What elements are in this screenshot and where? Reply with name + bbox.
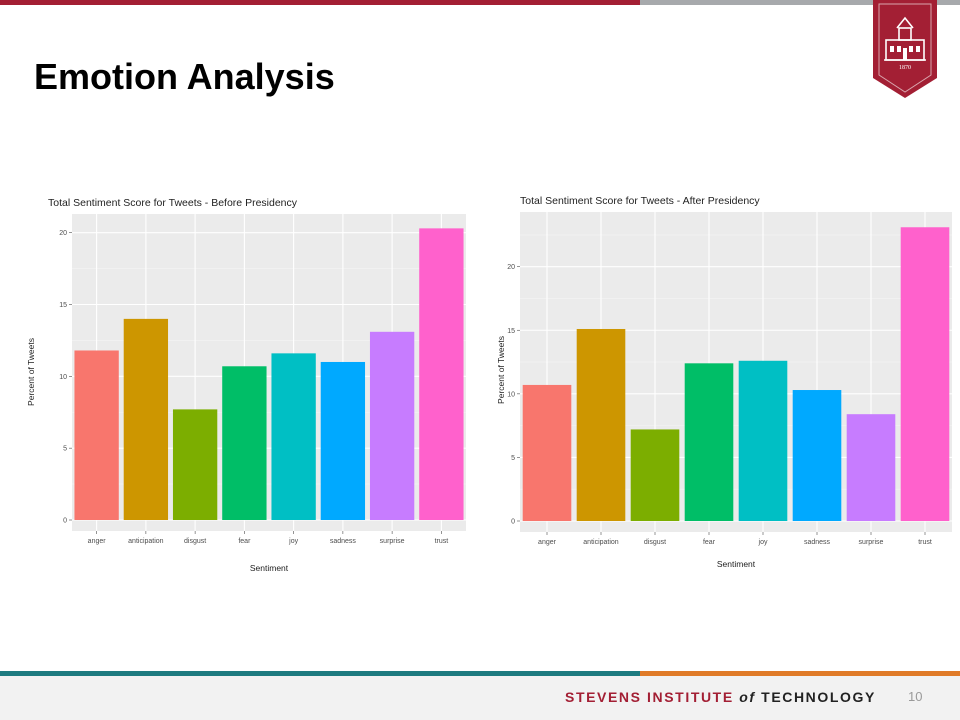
x-tick-label-trust: trust <box>918 539 932 546</box>
x-tick-label-sadness: sadness <box>804 539 831 546</box>
stevens-logo-badge: 1870 <box>873 0 937 100</box>
x-axis-title: Sentiment <box>250 563 289 573</box>
x-tick-label-anticipation: anticipation <box>583 539 619 546</box>
footer-accent-bar-teal <box>0 671 640 676</box>
y-tick-label: 15 <box>507 328 515 335</box>
x-axis-title: Sentiment <box>717 559 756 569</box>
svg-text:1870: 1870 <box>899 65 911 71</box>
bar-surprise <box>846 414 896 521</box>
slide-title: Emotion Analysis <box>34 56 335 97</box>
bar-anger <box>522 384 572 521</box>
x-tick-label-sadness: sadness <box>330 538 357 545</box>
stevens-seal-icon: 1870 <box>873 0 937 98</box>
page-number: 10 <box>908 689 923 704</box>
y-tick-label: 0 <box>511 519 515 526</box>
chart-after-presidency: Total Sentiment Score for Tweets - After… <box>496 190 956 580</box>
bar-sadness <box>792 390 842 521</box>
x-tick-label-anger: anger <box>88 538 107 545</box>
y-tick-label: 0 <box>63 518 67 525</box>
x-tick-label-trust: trust <box>435 538 449 545</box>
bar-anger <box>74 350 119 520</box>
bar-fear <box>684 363 734 521</box>
x-tick-label-surprise: surprise <box>380 538 405 545</box>
bar-joy <box>738 360 788 521</box>
x-tick-label-disgust: disgust <box>184 538 206 545</box>
footer-accent-bar-orange <box>640 671 960 676</box>
top-accent-bar-red <box>0 0 640 5</box>
y-tick-label: 5 <box>511 455 515 462</box>
bar-trust <box>419 228 464 520</box>
x-tick-label-anger: anger <box>538 539 557 546</box>
y-tick-label: 20 <box>507 264 515 271</box>
y-tick-label: 10 <box>507 391 515 398</box>
x-tick-label-joy: joy <box>288 538 298 545</box>
x-tick-label-surprise: surprise <box>859 539 884 546</box>
footer <box>0 676 960 720</box>
y-tick-label: 10 <box>59 374 67 381</box>
x-tick-label-fear: fear <box>238 538 251 545</box>
bar-anticipation <box>576 328 626 521</box>
x-tick-label-disgust: disgust <box>644 539 666 546</box>
bar-surprise <box>369 331 415 520</box>
chart-title: Total Sentiment Score for Tweets - Befor… <box>48 197 298 209</box>
bar-disgust <box>630 429 680 521</box>
y-tick-label: 5 <box>63 446 67 453</box>
x-tick-label-fear: fear <box>703 539 716 546</box>
chart-before-presidency: Total Sentiment Score for Tweets - Befor… <box>24 190 470 580</box>
bar-disgust <box>172 409 218 520</box>
y-tick-label: 20 <box>59 230 67 237</box>
footer-brand-wordmark: STEVENS INSTITUTE of TECHNOLOGY <box>565 689 876 705</box>
bar-fear <box>222 366 267 520</box>
bar-sadness <box>320 361 366 520</box>
bar-joy <box>271 353 316 520</box>
chart-title: Total Sentiment Score for Tweets - After… <box>520 195 760 207</box>
y-axis-title: Percent of Tweets <box>496 336 506 404</box>
x-tick-label-joy: joy <box>758 539 768 546</box>
bar-anticipation <box>123 318 169 520</box>
brand-name-part: STEVENS INSTITUTE <box>565 689 740 705</box>
x-tick-label-anticipation: anticipation <box>128 538 164 545</box>
bar-trust <box>900 227 950 521</box>
top-accent-bar-gray <box>640 0 960 5</box>
brand-technology: TECHNOLOGY <box>755 689 876 705</box>
y-axis-title: Percent of Tweets <box>26 338 36 406</box>
brand-of: of <box>739 689 756 705</box>
y-tick-label: 15 <box>59 302 67 309</box>
